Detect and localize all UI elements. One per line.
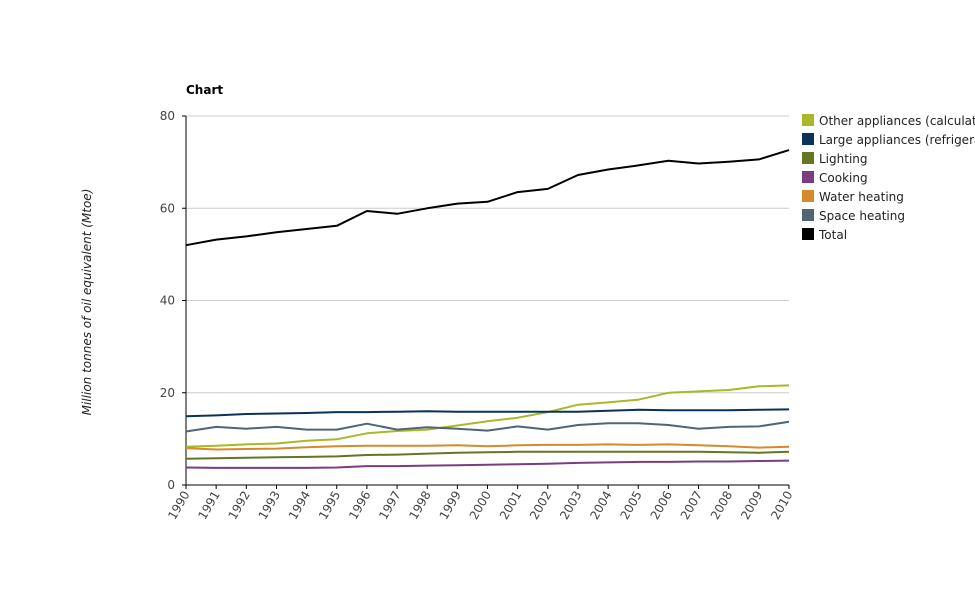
legend-label: Other appliances (calculated) [819,114,975,128]
legend-item: Lighting [802,152,868,166]
series-line-water-heating [185,443,790,451]
x-tick-label: 1997 [376,489,403,522]
x-tick-label: 1991 [195,489,222,522]
x-tick-label: 1992 [226,489,253,522]
series-line-cooking [185,459,790,469]
x-tick-label: 2008 [708,489,735,522]
legend-swatch [802,171,814,183]
series-line-large-appliances-refrigeration-wet-and-cold [185,408,790,418]
legend-swatch [802,133,814,145]
y-tick-label: 40 [160,294,175,308]
axes [182,115,790,489]
legend-label: Space heating [819,209,905,223]
x-tick-label: 2003 [557,489,584,522]
legend-item: Cooking [802,171,868,185]
x-tick-label: 2007 [678,489,705,522]
x-tick-label: 1994 [286,489,313,522]
y-tick-label: 0 [167,478,175,492]
series-line-other-appliances-calculated [185,384,790,448]
x-tick-label: 2001 [497,489,524,522]
legend: Other appliances (calculated) Large appli… [802,114,975,242]
x-tick-label: 1995 [316,489,343,522]
x-tick-label: 2000 [467,489,494,522]
series-line-lighting [185,450,790,460]
legend-swatch [802,190,814,202]
x-tick-label: 2004 [587,489,614,522]
legend-swatch [802,209,814,221]
y-tick-label: 60 [160,201,175,215]
chart-title: Chart [186,83,223,97]
x-tick-label: 2002 [527,489,554,522]
legend-item: Space heating [802,209,905,223]
series-line-total [185,149,790,247]
legend-item: Other appliances (calculated) [802,114,975,128]
x-tick-label: 1990 [165,489,192,522]
y-tick-label: 80 [160,109,175,123]
legend-swatch [802,228,814,240]
legend-item: Large appliances (refrigeration, wet and… [802,133,975,147]
x-tick-label: 1993 [256,489,283,522]
y-axis-label: Million tonnes of oil equivalent (Mtoe) [80,189,94,416]
legend-item: Water heating [802,190,904,204]
legend-swatch [802,152,814,164]
x-tick-label: 1998 [406,489,433,522]
x-tick-label: 2006 [648,489,675,522]
y-tick-label: 20 [160,386,175,400]
legend-swatch [802,114,814,126]
series-line-space-heating [185,420,790,433]
legend-label: Water heating [819,190,904,204]
x-tick-label: 2010 [768,489,795,522]
x-tick-label: 1996 [346,489,373,522]
x-tick-label: 2009 [738,489,765,522]
x-tick-label: 2005 [617,489,644,522]
gridlines [186,115,789,394]
x-tick-label: 1999 [437,489,464,522]
legend-label: Total [818,228,847,242]
legend-label: Large appliances (refrigeration, wet and… [819,133,975,147]
legend-label: Lighting [819,152,868,166]
legend-item: Total [802,228,847,242]
series-lines [185,149,790,469]
legend-label: Cooking [819,171,868,185]
